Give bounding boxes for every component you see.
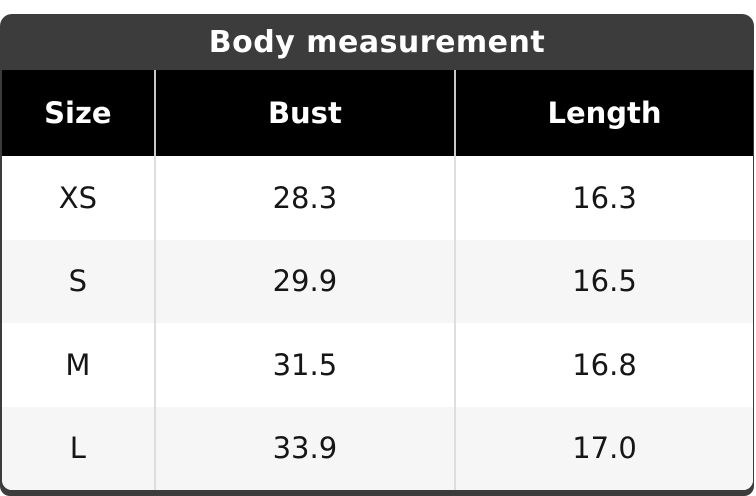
cell-bust: 28.3 xyxy=(153,156,454,240)
table-title-bar: Body measurement xyxy=(0,14,754,70)
table-row-s: S 29.9 16.5 xyxy=(2,239,753,323)
column-header-bust: Bust xyxy=(153,70,454,156)
size-chart-card: Body measurement Size Bust Length XS 28.… xyxy=(0,14,754,496)
cell-length: 17.0 xyxy=(454,406,753,490)
cell-size: L xyxy=(69,431,86,466)
column-header-size: Size xyxy=(44,96,112,130)
cell-size: XS xyxy=(58,180,97,215)
table-header-row: Size Bust Length xyxy=(2,70,753,156)
table-row-xs: XS 28.3 16.3 xyxy=(2,156,753,240)
table-title: Body measurement xyxy=(208,24,546,60)
table-row-l: L 33.9 17.0 xyxy=(2,406,753,490)
cell-length: 16.8 xyxy=(454,323,753,407)
table-row-m: M 31.5 16.8 xyxy=(2,323,753,407)
cell-length: 16.5 xyxy=(454,239,753,323)
measurement-table: Size Bust Length XS 28.3 16.3 S 29.9 16.… xyxy=(2,70,753,490)
cell-bust: 31.5 xyxy=(153,323,454,407)
cell-size: S xyxy=(68,264,88,299)
cell-bust: 33.9 xyxy=(153,406,454,490)
cell-bust: 29.9 xyxy=(153,239,454,323)
cell-length: 16.3 xyxy=(454,156,753,240)
cell-size: M xyxy=(65,347,91,382)
column-header-length: Length xyxy=(454,70,753,156)
